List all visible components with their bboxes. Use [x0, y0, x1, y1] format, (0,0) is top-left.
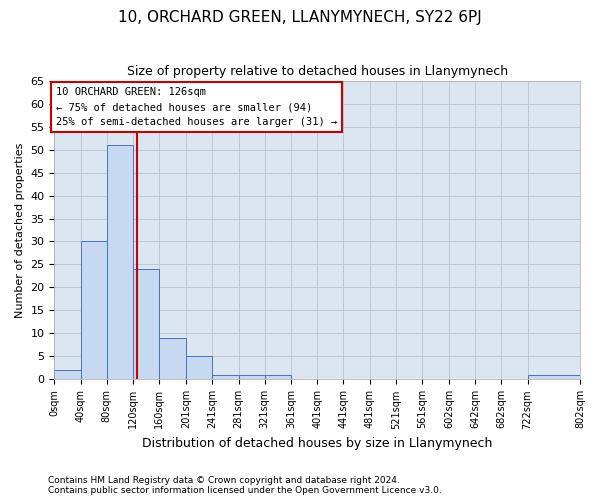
Text: 10 ORCHARD GREEN: 126sqm
← 75% of detached houses are smaller (94)
25% of semi-d: 10 ORCHARD GREEN: 126sqm ← 75% of detach…: [56, 88, 337, 127]
Bar: [80, 242, 107, 380]
Bar: [186, 356, 212, 380]
X-axis label: Distribution of detached houses by size in Llanymynech: Distribution of detached houses by size …: [142, 437, 493, 450]
Bar: [212, 375, 239, 380]
Bar: [527, 375, 580, 380]
Bar: [107, 145, 133, 380]
Bar: [265, 375, 291, 380]
Y-axis label: Number of detached properties: Number of detached properties: [15, 142, 25, 318]
Bar: [159, 338, 186, 380]
Bar: [55, 370, 80, 380]
Text: 10, ORCHARD GREEN, LLANYMYNECH, SY22 6PJ: 10, ORCHARD GREEN, LLANYMYNECH, SY22 6PJ: [118, 10, 482, 25]
Bar: [133, 269, 159, 380]
Text: Contains HM Land Registry data © Crown copyright and database right 2024.
Contai: Contains HM Land Registry data © Crown c…: [48, 476, 442, 495]
Title: Size of property relative to detached houses in Llanymynech: Size of property relative to detached ho…: [127, 65, 508, 78]
Bar: [239, 375, 265, 380]
